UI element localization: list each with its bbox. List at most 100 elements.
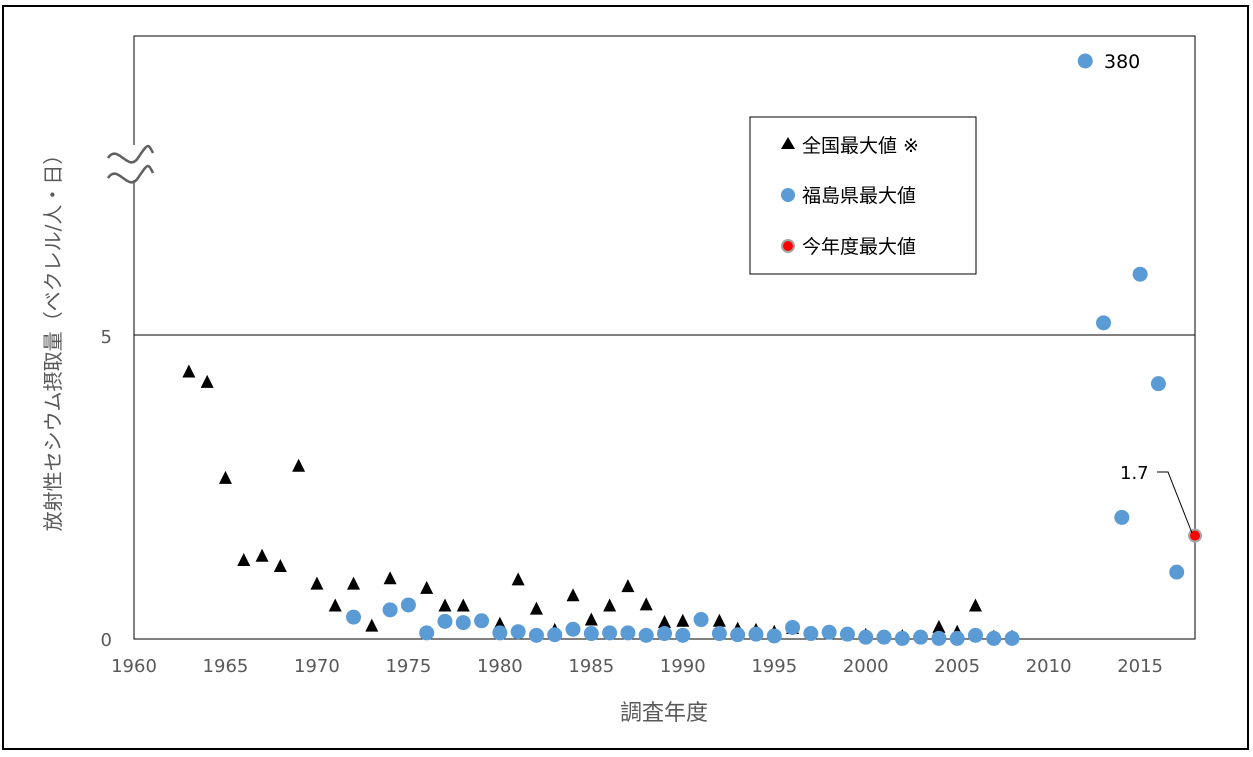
national-max-point [603, 598, 617, 612]
national-max-point [182, 364, 196, 378]
fukushima-max-point [382, 602, 398, 618]
fukushima-max-point [1132, 266, 1148, 282]
legend-label-national: 全国最大値 ※ [802, 135, 919, 157]
fukushima-max-point [748, 626, 764, 642]
chart-border [2, 5, 1249, 750]
fukushima-max-point [785, 619, 801, 635]
national-max-point [218, 470, 232, 484]
national-max-point [273, 559, 287, 573]
national-max-point [712, 613, 726, 627]
fukushima-max-point [821, 624, 837, 640]
fukushima-max-point [894, 630, 910, 646]
fukushima-max-point [711, 626, 727, 642]
fukushima-max-point [510, 624, 526, 640]
fukushima-max-point [876, 629, 892, 645]
legend-circle-fukushima [781, 188, 795, 202]
national-max-point [968, 598, 982, 612]
fukushima-max-point [1096, 315, 1112, 331]
x-tick-label-1965: 1965 [203, 656, 249, 677]
fukushima-max-point [602, 625, 618, 641]
fukushima-max-point [766, 628, 782, 644]
fukushima-max-point [346, 609, 362, 625]
national-max-point [420, 580, 434, 594]
x-axis-label: 調査年度 [620, 701, 708, 726]
legend-circle-this-year [781, 239, 795, 253]
fukushima-max-point [803, 626, 819, 642]
fukushima-max-point [1004, 630, 1020, 646]
fukushima-max-point [437, 613, 453, 629]
national-max-point [438, 598, 452, 612]
national-max-point [932, 619, 946, 633]
x-tick-label-2005: 2005 [934, 656, 980, 677]
national-max-point [292, 458, 306, 472]
fukushima-max-point [528, 627, 544, 643]
axis-break-icon [105, 144, 155, 184]
national-max-point [310, 576, 324, 590]
national-max-point [383, 571, 397, 585]
national-max-point [255, 548, 269, 562]
this-year-max-point [1188, 528, 1202, 543]
fukushima-max-point [949, 630, 965, 646]
fukushima-max-point [657, 626, 672, 642]
annotation-380: 380 [1104, 51, 1140, 73]
fukushima-max-point [675, 627, 691, 643]
national-max-point [639, 597, 653, 611]
national-max-point [328, 598, 342, 612]
fukushima-max-point [547, 627, 563, 643]
fukushima-max-point [1114, 509, 1130, 525]
national-max-point [347, 576, 361, 590]
national-max-point [676, 613, 690, 627]
fukushima-max-point [1169, 564, 1185, 580]
fukushima-max-point [858, 629, 874, 645]
fukushima-max-point [967, 627, 983, 643]
data-points [182, 53, 1202, 646]
national-max-point [584, 612, 598, 626]
national-max-point [237, 552, 251, 566]
national-max-point [658, 614, 671, 628]
fukushima-max-point [839, 626, 855, 642]
x-tick-labels: 1960 1965 1970 1975 1980 1985 1990 1995 2000 2005… [111, 656, 1163, 677]
fukushima-max-point [492, 625, 508, 641]
national-max-point [529, 601, 543, 615]
legend-label-this-year: 今年度最大値 [802, 236, 916, 258]
x-tick-label-2000: 2000 [843, 656, 889, 677]
fukushima-max-point [730, 627, 746, 643]
y-axis-label: 放射性セシウム摂取量（ベクレル/人・日） [41, 145, 65, 532]
national-max-point [365, 618, 379, 632]
legend-triangle-marker [781, 137, 795, 149]
fukushima-max-point [986, 630, 1002, 646]
fukushima-max-point [1077, 53, 1093, 69]
annotation-1-7: 1.7 [1120, 463, 1149, 484]
annotation-leader-line [1157, 471, 1193, 534]
x-tick-label-2010: 2010 [1026, 656, 1072, 677]
fukushima-max-point [455, 615, 471, 631]
fukushima-max-point [913, 629, 929, 645]
x-tick-label-1980: 1980 [477, 656, 523, 677]
x-tick-label-1960: 1960 [111, 656, 157, 677]
national-max-point [200, 374, 214, 388]
fukushima-max-point [400, 597, 416, 613]
national-max-point [621, 579, 635, 593]
fukushima-max-point [693, 612, 709, 628]
fukushima-max-point [1150, 376, 1166, 392]
fukushima-max-point [474, 613, 490, 629]
x-tick-label-1995: 1995 [751, 656, 797, 677]
national-max-point [456, 598, 470, 612]
x-tick-label-1990: 1990 [660, 656, 706, 677]
fukushima-max-point [638, 627, 654, 643]
y-tick-label-0: 0 [101, 630, 112, 651]
x-tick-label-2015: 2015 [1117, 656, 1163, 677]
legend-label-fukushima: 福島県最大値 [802, 185, 916, 207]
legend: 全国最大値 ※ 福島県最大値 今年度最大値 [749, 116, 977, 275]
x-tick-label-1985: 1985 [568, 656, 614, 677]
x-tick-label-1970: 1970 [294, 656, 340, 677]
fukushima-max-point [620, 625, 636, 641]
fukushima-max-point [565, 621, 581, 637]
national-max-point [511, 572, 525, 586]
fukushima-max-point [419, 625, 435, 641]
national-max-point [566, 588, 580, 602]
y-tick-label-5: 5 [101, 327, 112, 348]
fukushima-max-point [583, 626, 599, 642]
